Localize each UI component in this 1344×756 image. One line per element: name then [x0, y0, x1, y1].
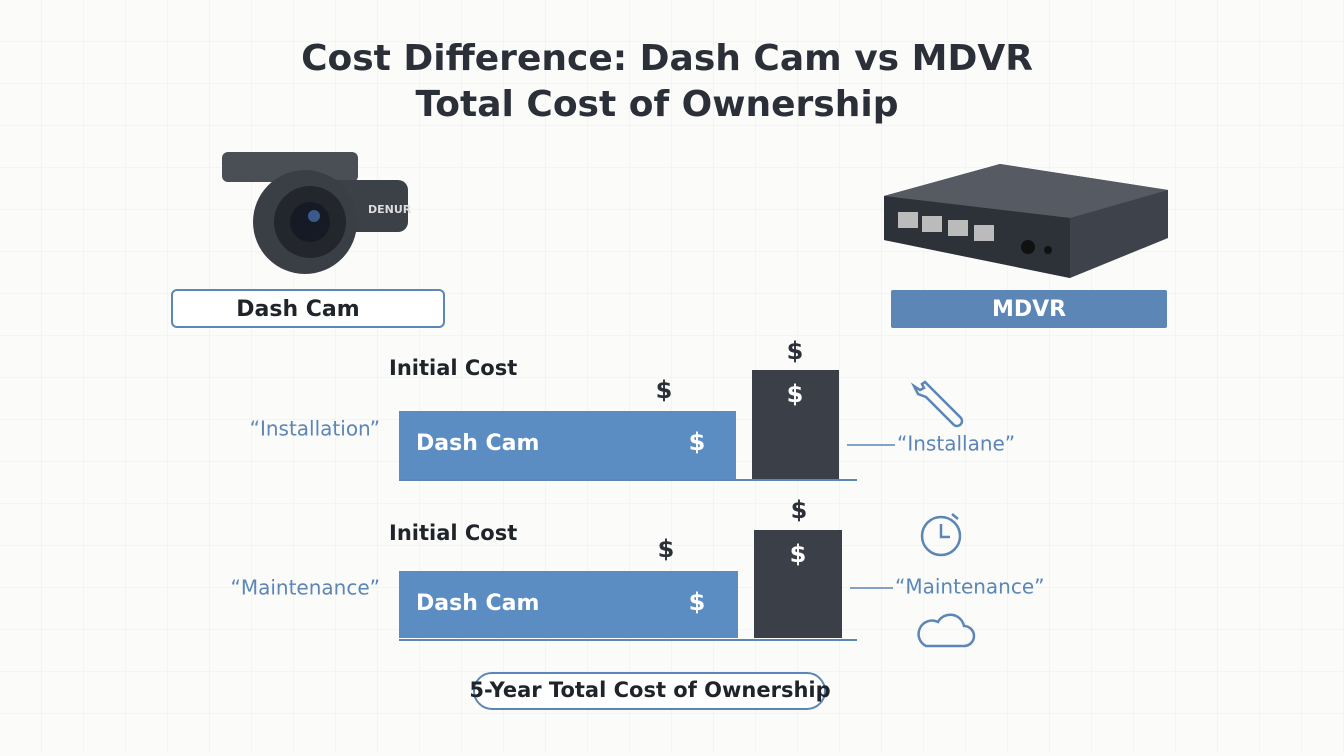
mdvr-image	[884, 164, 1168, 278]
footer-pill	[473, 672, 826, 710]
clock-icon	[920, 513, 962, 557]
dollar: $	[689, 588, 706, 616]
dollar: $	[658, 535, 675, 563]
dash-cam-bar	[399, 411, 736, 479]
right-label: “Installane”	[897, 432, 1015, 456]
mdvr-bar	[754, 530, 842, 638]
left-label: “Installation”	[250, 417, 380, 441]
section-heading: Initial Cost	[389, 521, 517, 545]
dollar: $	[689, 428, 706, 456]
dash-cam-image: DENUR	[222, 152, 412, 274]
right-label: “Maintenance”	[895, 575, 1045, 599]
bar-label: Dash Cam	[416, 431, 539, 456]
title: Cost Difference: Dash Cam vs MDVR	[301, 38, 1033, 79]
device-label: MDVR	[992, 297, 1066, 322]
wrench-icon	[910, 380, 964, 428]
section-heading: Initial Cost	[389, 356, 517, 380]
brand-text: DENUR	[368, 203, 412, 216]
mdvr-bar	[752, 370, 839, 479]
left-label: “Maintenance”	[230, 576, 380, 600]
dollar: $	[787, 337, 804, 365]
footer-label: 5-Year Total Cost of Ownership	[469, 678, 830, 702]
title: Total Cost of Ownership	[416, 84, 899, 125]
dash-cam-bar	[399, 571, 738, 638]
dollar: $	[790, 540, 807, 568]
dollar: $	[791, 496, 808, 524]
device-label-box	[171, 289, 445, 328]
dollar: $	[787, 380, 804, 408]
device-label-box	[891, 290, 1167, 328]
dollar: $	[656, 376, 673, 404]
bar-label: Dash Cam	[416, 591, 539, 616]
cloud-icon	[917, 613, 976, 648]
device-label: Dash Cam	[236, 297, 359, 322]
